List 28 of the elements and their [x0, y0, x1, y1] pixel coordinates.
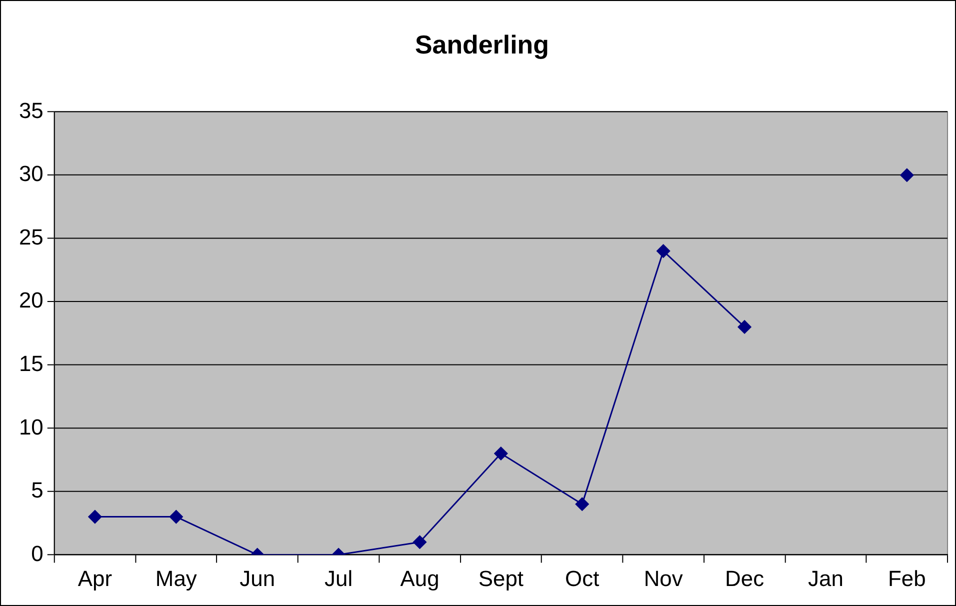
y-tick-label: 10 — [18, 414, 44, 440]
x-tick-label: Aug — [400, 566, 440, 591]
y-tick-label: 0 — [31, 540, 44, 566]
point — [656, 244, 670, 258]
y-tick-label: 5 — [31, 478, 44, 503]
x-tick-label: Oct — [565, 566, 600, 591]
point — [169, 510, 183, 524]
x-tick-label: Jan — [808, 566, 844, 591]
point — [900, 168, 914, 182]
x-tick-label: May — [155, 566, 197, 591]
point — [494, 446, 508, 460]
x-tick-label: Dec — [725, 566, 764, 591]
y-tick-label: 20 — [18, 288, 44, 313]
point — [738, 320, 752, 334]
x-tick-label: Jun — [240, 566, 276, 591]
x-tick-label: Sept — [478, 566, 524, 591]
x-tick-label: Feb — [888, 566, 926, 591]
x-tick-label: Apr — [78, 566, 112, 591]
point — [88, 510, 102, 524]
x-tick-label: Nov — [644, 566, 683, 591]
y-tick-label: 35 — [18, 98, 44, 123]
point — [575, 497, 589, 511]
chart-title: Sanderling — [415, 32, 549, 60]
y-tick-label: 30 — [18, 161, 44, 186]
point — [413, 535, 426, 549]
y-tick-label: 25 — [18, 224, 44, 250]
x-tick-label: Jul — [324, 566, 353, 591]
y-tick-label: 15 — [18, 350, 44, 376]
